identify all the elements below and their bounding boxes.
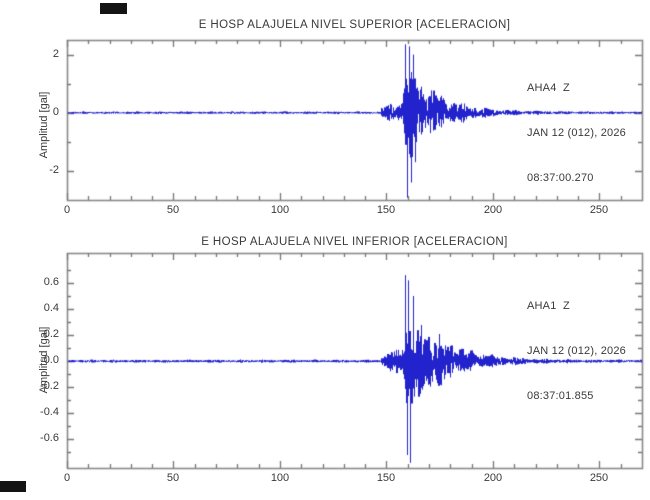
x-tick-label: 100: [270, 472, 290, 484]
y-tick-label: -0.6: [40, 432, 59, 444]
x-tick-label: 0: [63, 204, 71, 216]
y-tick-label: 2: [52, 48, 59, 60]
screen-artifact: [0, 481, 26, 492]
y-tick-label: 0: [52, 106, 59, 118]
panel-superior-title: E HOSP ALAJUELA NIVEL SUPERIOR [ACELERAC…: [198, 19, 511, 31]
x-tick-label: 50: [166, 204, 180, 216]
y-tick-label: -0.2: [40, 380, 59, 392]
y-tick-label: 0.4: [43, 302, 59, 314]
panel-superior-y-axis-label: Amplitud [gal]: [38, 91, 50, 159]
event-date-line: JAN 12 (012), 2026: [527, 127, 626, 139]
station-id-line: AHA4 Z: [527, 82, 570, 94]
y-tick-label: -0.0: [40, 354, 59, 366]
event-date-line: JAN 12 (012), 2026: [527, 345, 626, 357]
screen-artifact: [100, 3, 127, 14]
y-tick-label: -2: [49, 164, 59, 176]
station-id-line: AHA1 Z: [527, 300, 570, 312]
x-tick-label: 0: [63, 472, 71, 484]
x-tick-label: 200: [483, 472, 503, 484]
x-tick-label: 100: [270, 204, 290, 216]
panel-inferior-title: E HOSP ALAJUELA NIVEL INFERIOR [ACELERAC…: [201, 236, 508, 248]
event-time-line: 08:37:01.855: [527, 390, 594, 402]
x-tick-label: 200: [483, 204, 503, 216]
x-tick-label: 50: [166, 472, 180, 484]
x-tick-label: 150: [376, 472, 396, 484]
event-time-line: 08:37:00.270: [527, 172, 594, 184]
y-tick-label: 0.6: [43, 276, 59, 288]
x-tick-label: 250: [589, 204, 609, 216]
x-tick-label: 250: [589, 472, 609, 484]
y-tick-label: 0.2: [43, 328, 59, 340]
y-tick-label: -0.4: [40, 406, 59, 418]
panel-superior-station-info: AHA4 Z JAN 12 (012), 2026 08:37:00.270: [527, 51, 626, 216]
panel-inferior-station-info: AHA1 Z JAN 12 (012), 2026 08:37:01.855: [527, 269, 626, 434]
x-tick-label: 150: [376, 204, 396, 216]
